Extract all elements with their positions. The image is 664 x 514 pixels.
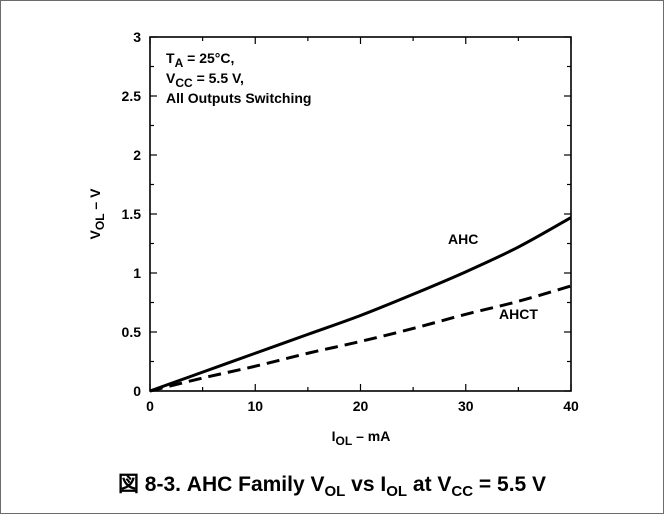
x-axis-label: IOL – mA	[332, 428, 391, 448]
series-line-ahc	[149, 216, 572, 393]
y-tick-label: 1.5	[122, 206, 142, 222]
y-tick-label: 1	[133, 265, 141, 281]
series-line-ahct	[149, 284, 572, 393]
chart: 0 10 20 30 40 0 0.5 1 1.5 2 2.5 3 TA = 25°C, VCC = …	[87, 29, 579, 448]
figure-caption: 図 8-3. AHC Family VOL vs IOL at VCC = 5.…	[117, 473, 547, 501]
annotation-vcc: VCC = 5.5 V,	[166, 70, 244, 90]
annotation-temperature: TA = 25°C,	[166, 50, 234, 70]
x-tick-label: 30	[458, 398, 474, 414]
series-label-ahct: AHCT	[499, 306, 538, 322]
tick-marks	[149, 36, 572, 392]
x-tick-label: 20	[353, 398, 369, 414]
annotation-outputs: All Outputs Switching	[166, 90, 311, 106]
series-lines	[149, 216, 572, 393]
series-label-ahc: AHC	[448, 231, 478, 247]
y-tick-label: 0.5	[122, 324, 142, 340]
y-axis-label: VOL – V	[87, 188, 107, 240]
x-tick-label: 0	[146, 398, 154, 414]
x-tick-label: 40	[563, 398, 579, 414]
y-tick-label: 3	[133, 29, 141, 45]
y-tick-label: 0	[133, 383, 141, 399]
y-tick-label: 2	[133, 147, 141, 163]
y-tick-label: 2.5	[122, 88, 142, 104]
x-tick-label: 10	[247, 398, 263, 414]
tick-labels: 0 10 20 30 40 0 0.5 1 1.5 2 2.5 3	[122, 29, 579, 414]
